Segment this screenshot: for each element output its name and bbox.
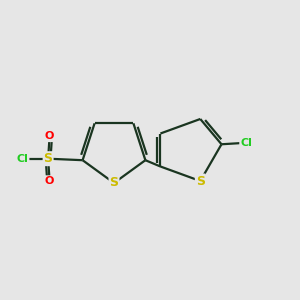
Text: Cl: Cl — [240, 138, 252, 148]
Text: S: S — [44, 152, 52, 165]
Text: O: O — [45, 176, 54, 186]
Text: S: S — [110, 176, 118, 190]
Text: O: O — [45, 131, 54, 141]
Text: Cl: Cl — [17, 154, 28, 164]
Text: S: S — [196, 175, 205, 188]
